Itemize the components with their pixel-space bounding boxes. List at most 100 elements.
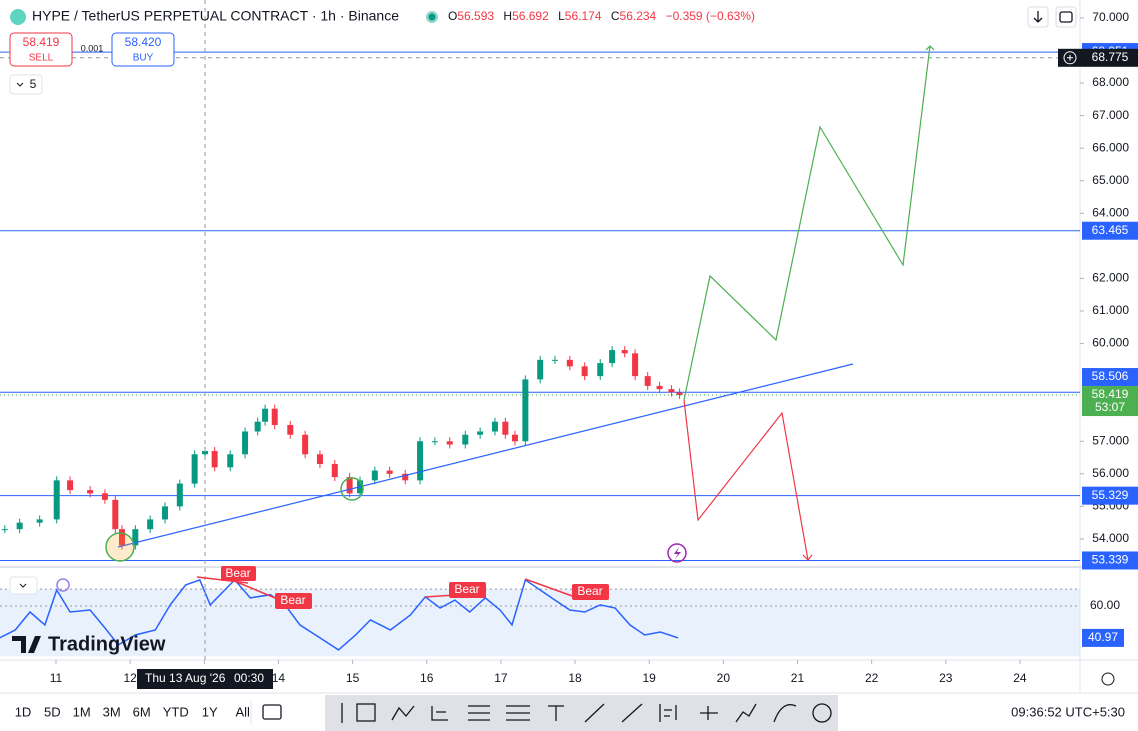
y-tick-label: 65.000: [1092, 173, 1129, 187]
y-tick-label: 56.000: [1092, 466, 1129, 480]
drawings: [105, 45, 935, 563]
divergence-label: Bear: [225, 566, 250, 580]
candle: [118, 529, 125, 546]
divergence-badge: [449, 582, 486, 598]
text-tool[interactable]: [548, 705, 564, 721]
bullish-projection[interactable]: [683, 45, 931, 401]
candle: [53, 480, 60, 520]
settings-icon[interactable]: [1101, 672, 1115, 686]
candle: [566, 359, 573, 367]
candle: [656, 385, 663, 390]
candle: [36, 519, 43, 523]
range-button[interactable]: YTD: [163, 704, 189, 719]
x-tick-label: 23: [939, 671, 953, 685]
crosshair-price-box: [1058, 48, 1138, 67]
range-button[interactable]: 1D: [15, 704, 32, 719]
trend-line[interactable]: [117, 363, 854, 548]
symbol-title[interactable]: HYPE / TetherUS PERPETUAL CONTRACT · 1h …: [32, 8, 399, 24]
sell-price: 58.419: [23, 35, 60, 49]
logo-text: TradingView: [48, 633, 166, 655]
range-button[interactable]: All: [235, 704, 250, 719]
range-button[interactable]: 6M: [133, 704, 151, 719]
download-icon: [1033, 11, 1043, 23]
candle: [112, 499, 119, 530]
pivot-circle[interactable]: [105, 532, 135, 562]
pattern-tool[interactable]: [468, 705, 490, 721]
candle: [386, 470, 393, 474]
candle: [101, 493, 108, 500]
candle: [632, 353, 639, 377]
position-tool[interactable]: [700, 706, 718, 720]
candle: [316, 454, 323, 465]
candle: [1, 529, 8, 531]
x-tick-label: 20: [717, 671, 731, 685]
arrow-tool[interactable]: [584, 703, 605, 723]
magnet-tool[interactable]: [812, 703, 832, 723]
candle: [431, 441, 438, 443]
calendar-icon[interactable]: [262, 704, 282, 720]
ohlc-value: 56.174: [565, 9, 602, 23]
rsi-last-label: 40.97: [1088, 630, 1118, 644]
candle: [346, 477, 353, 494]
x-tick-label: 16: [420, 671, 434, 685]
divergence-badge: [572, 584, 609, 600]
range-button[interactable]: 1M: [73, 704, 91, 719]
candle: [477, 431, 484, 435]
divergence-line: [231, 579, 281, 601]
pane-icon[interactable]: [56, 578, 70, 592]
ray-tool[interactable]: [621, 703, 643, 723]
sell-button[interactable]: [9, 32, 73, 67]
ohlc-value: 56.593: [457, 9, 494, 23]
symbol-icon: [10, 9, 26, 25]
pane-toggle[interactable]: [9, 576, 38, 595]
y-tick-label: 62.000: [1092, 271, 1129, 285]
fib-tool[interactable]: [431, 706, 448, 721]
x-tick-label: 24: [1013, 671, 1027, 685]
candle: [446, 441, 453, 445]
fullscreen-button[interactable]: [1055, 6, 1077, 28]
bearish-projection[interactable]: [683, 399, 809, 561]
forecast-tool[interactable]: [735, 703, 757, 723]
arrow-head: [802, 554, 813, 561]
candle: [668, 389, 675, 393]
pivot-circle[interactable]: [340, 477, 364, 501]
range-button[interactable]: 1Y: [202, 704, 218, 719]
candle: [417, 441, 424, 481]
chevron: [19, 583, 27, 588]
countdown: 53:07: [1095, 400, 1125, 414]
ohlc-value: 56.234: [620, 9, 657, 23]
buy-button[interactable]: [111, 32, 175, 67]
header-buttons: [1027, 6, 1077, 28]
divergence-label: Bear: [454, 582, 479, 596]
y-tick-label: 57.000: [1092, 433, 1129, 447]
divergence-label: Bear: [577, 584, 602, 598]
candle: [609, 350, 616, 364]
status-dot: [428, 13, 436, 21]
download-button[interactable]: [1027, 6, 1049, 28]
lines-tool[interactable]: [506, 705, 530, 721]
last-price-label: 58.419: [1092, 387, 1129, 401]
level-label-box: [1082, 486, 1138, 505]
path-tool[interactable]: [391, 705, 415, 721]
fullscreen-icon: [1059, 11, 1073, 23]
candle: [147, 519, 154, 530]
x-tick-label: 14: [272, 671, 286, 685]
toolbar-icons: [262, 703, 832, 723]
candle: [211, 451, 218, 468]
y-tick-label: 68.000: [1092, 75, 1129, 89]
brush-tool[interactable]: [773, 704, 797, 723]
change: −0.359 (−0.63%): [666, 9, 755, 23]
range-button[interactable]: 3M: [103, 704, 121, 719]
last-price-box: [1082, 386, 1138, 417]
event-icon[interactable]: [667, 543, 687, 563]
crosshair-plus[interactable]: [1063, 51, 1077, 65]
level-label-box: [1082, 221, 1138, 240]
indicators-toggle[interactable]: [9, 74, 43, 95]
x-tick-label: 18: [568, 671, 582, 685]
sell-label: SELL: [29, 53, 54, 64]
measure-tool[interactable]: [659, 704, 672, 722]
rect-tool[interactable]: [356, 703, 376, 722]
range-button[interactable]: 5D: [44, 704, 61, 719]
candle: [522, 379, 529, 442]
candle: [287, 424, 294, 435]
